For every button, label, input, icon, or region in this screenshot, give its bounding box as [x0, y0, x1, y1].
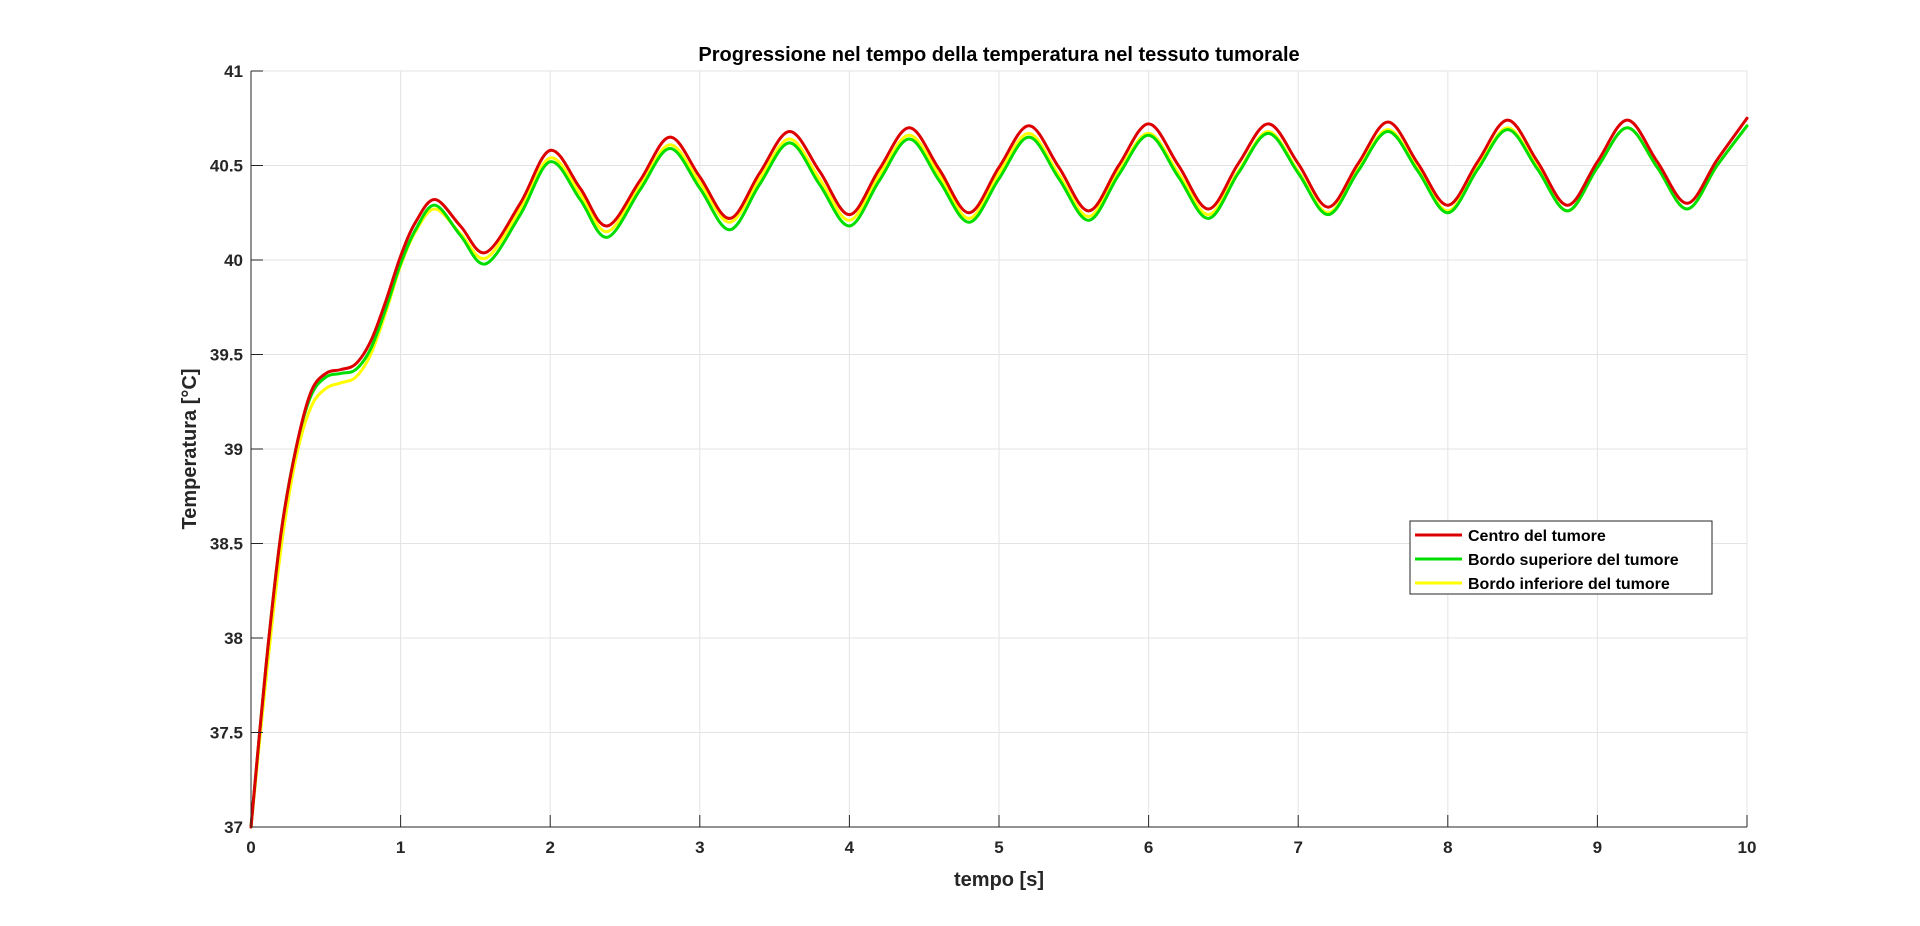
x-axis-label: tempo [s] — [954, 869, 1044, 891]
legend-entry-label: Bordo inferiore del tumore — [1468, 576, 1670, 593]
x-tick-label: 5 — [994, 838, 1003, 857]
y-tick-label: 40 — [224, 251, 243, 270]
y-tick-label: 41 — [224, 62, 243, 81]
x-tick-label: 8 — [1443, 838, 1452, 857]
y-tick-label: 39 — [224, 440, 243, 459]
x-tick-label: 9 — [1593, 838, 1602, 857]
y-tick-label: 37 — [224, 818, 243, 837]
x-tick-label: 1 — [396, 838, 405, 857]
y-axis-ticks: 37 37.5 38 38.5 39 39.5 40 40.5 41 — [210, 62, 263, 837]
legend-entry-label: Centro del tumore — [1468, 528, 1606, 545]
x-tick-label: 7 — [1293, 838, 1302, 857]
series-line-2 — [249, 124, 1749, 829]
legend-entry-label: Bordo superiore del tumore — [1468, 552, 1679, 569]
y-tick-label: 39.5 — [210, 346, 243, 365]
x-tick-label: 2 — [545, 838, 554, 857]
x-tick-label: 6 — [1144, 838, 1153, 857]
y-tick-label: 38.5 — [210, 535, 243, 554]
series-line-1 — [249, 116, 1749, 829]
x-tick-label: 10 — [1738, 838, 1757, 857]
y-tick-label: 37.5 — [210, 724, 243, 743]
legend: Centro del tumore Bordo superiore del tum… — [1409, 520, 1713, 595]
x-tick-label: 0 — [246, 838, 255, 857]
y-tick-label: 38 — [224, 629, 243, 648]
y-axis-label: Temperatura [°C] — [179, 369, 201, 530]
x-tick-label: 4 — [845, 838, 855, 857]
series-layer — [249, 116, 1749, 829]
chart-title: Progressione nel tempo della temperatura… — [698, 44, 1299, 66]
x-tick-label: 3 — [695, 838, 704, 857]
y-tick-label: 40.5 — [210, 157, 243, 176]
x-axis-ticks: 0 1 2 3 4 5 6 7 8 9 10 — [246, 815, 1756, 857]
